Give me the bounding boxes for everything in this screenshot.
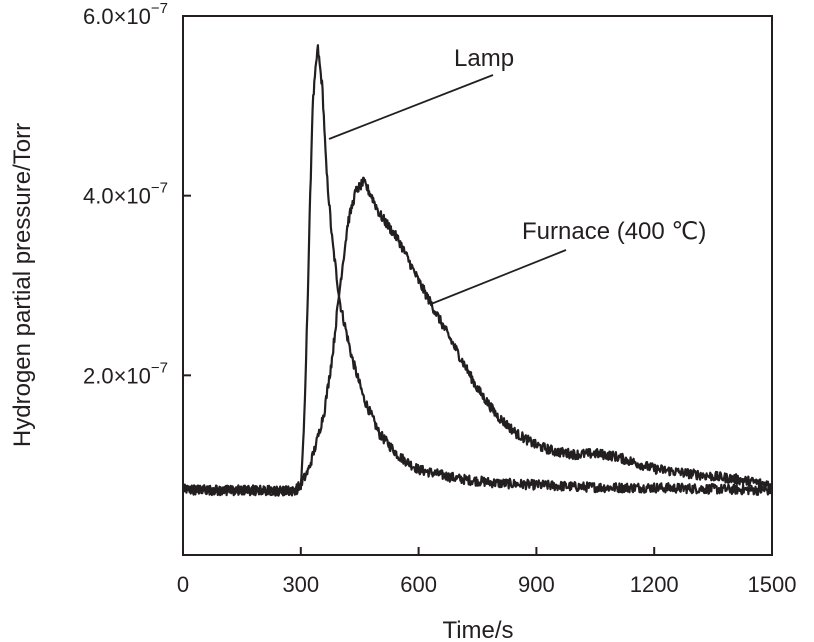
y-tick-mantissa: 4.0×10 xyxy=(83,184,151,209)
x-tick-label: 0 xyxy=(177,572,189,597)
series-layer xyxy=(181,44,774,497)
x-axis: 0 300 600 900 1200 1500 xyxy=(177,547,797,597)
annotation-layer: Lamp Furnace (400 ℃) xyxy=(328,45,706,305)
y-axis: 2.0×10−74.0×10−76.0×10−7 xyxy=(83,0,191,388)
y-tick-mantissa: 6.0×10 xyxy=(83,4,151,29)
y-axis-title: Hydrogen partial pressure/Torr xyxy=(9,123,36,447)
y-tick-label: 4.0×10−7 xyxy=(83,180,168,209)
x-tick-label: 300 xyxy=(282,572,319,597)
lamp-label: Lamp xyxy=(454,45,514,72)
y-tick-exponent: −7 xyxy=(151,359,168,376)
y-tick-label: 6.0×10−7 xyxy=(83,0,168,29)
furnace-label: Furnace (400 ℃) xyxy=(522,218,706,245)
series-line-lamp xyxy=(181,44,774,497)
furnace-leader-line xyxy=(430,249,567,305)
lamp-leader-line xyxy=(328,74,494,140)
y-tick-exponent: −7 xyxy=(151,180,168,197)
y-tick-mantissa: 2.0×10 xyxy=(83,363,151,388)
series-line-furnace xyxy=(181,176,774,497)
x-axis-title: Time/s xyxy=(442,617,513,642)
x-tick-label: 1200 xyxy=(630,572,679,597)
x-tick-label: 900 xyxy=(518,572,555,597)
x-tick-label: 600 xyxy=(400,572,437,597)
x-tick-label: 1500 xyxy=(748,572,797,597)
y-tick-label: 2.0×10−7 xyxy=(83,359,168,388)
y-tick-exponent: −7 xyxy=(151,0,168,17)
plot-frame xyxy=(182,15,773,556)
